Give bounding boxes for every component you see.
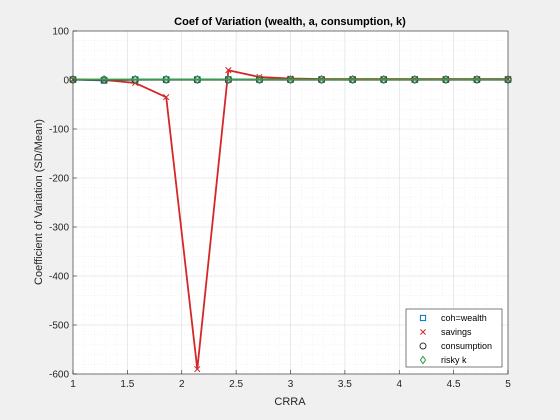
y-tick-label: -300	[49, 223, 69, 234]
y-tick-label: 100	[52, 27, 69, 38]
x-tick-label: 3.5	[338, 379, 352, 390]
legend-label: risky k	[441, 355, 467, 365]
x-tick-label: 3	[288, 379, 294, 390]
legend-label: savings	[441, 327, 472, 337]
chart-title: Coef of Variation (wealth, a, consumptio…	[174, 16, 406, 28]
y-tick-label: -500	[49, 321, 69, 332]
y-axis-label: Coefficient of Variation (SD/Mean)	[33, 119, 45, 285]
x-tick-label: 2	[179, 379, 185, 390]
x-tick-label: 5	[505, 379, 511, 390]
x-tick-label: 2.5	[229, 379, 243, 390]
y-tick-label: 0	[63, 76, 69, 87]
y-tick-label: -200	[49, 174, 69, 185]
x-tick-label: 1	[70, 379, 76, 390]
y-tick-label: -100	[49, 125, 69, 136]
legend-label: coh=wealth	[441, 313, 487, 323]
y-tick-label: -400	[49, 272, 69, 283]
x-axis-label: CRRA	[274, 396, 306, 408]
x-tick-label: 4.5	[447, 379, 461, 390]
legend: coh=wealth savings consumption risky k	[406, 309, 502, 367]
x-tick-label: 1.5	[120, 379, 134, 390]
x-tick-label: 4	[396, 379, 402, 390]
legend-label: consumption	[441, 341, 492, 351]
y-tick-label: -600	[49, 370, 69, 381]
